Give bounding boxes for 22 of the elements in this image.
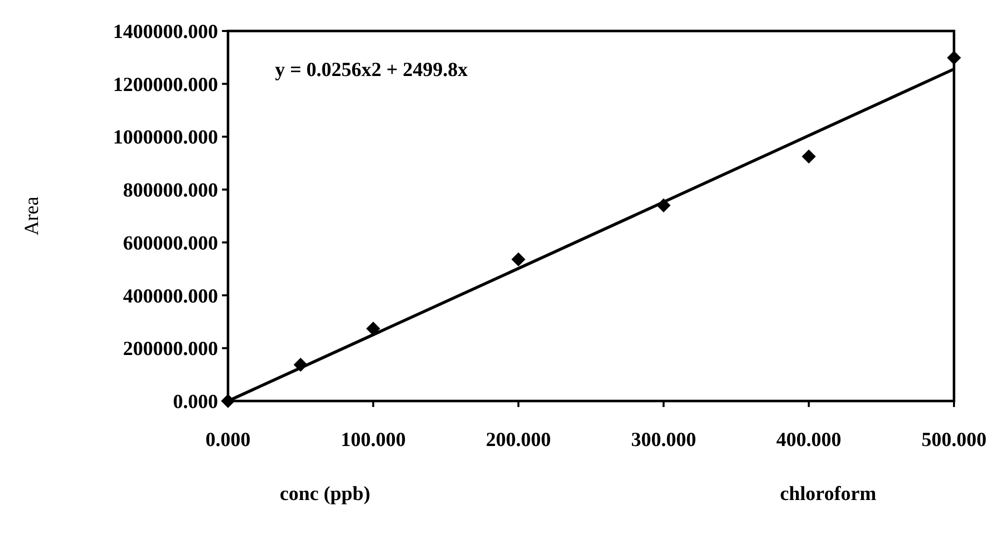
y-tick-label: 200000.000	[123, 338, 218, 360]
y-axis-title: Area	[21, 196, 43, 236]
annotation: y = 0.0256x2 + 2499.8x	[275, 59, 468, 81]
x-tick-label: 0.000	[206, 429, 250, 451]
y-tick-label: 400000.000	[123, 285, 218, 308]
y-tick-label: 1200000.000	[113, 74, 218, 96]
point	[802, 150, 816, 164]
x-tick-label: 400.000	[776, 429, 842, 451]
y-tick-label: 800000.000	[123, 180, 218, 202]
x-tick-label: 500.000	[922, 429, 986, 451]
y-tick-label: 1000000.000	[113, 126, 218, 149]
y-tick-label: 1400000.000	[113, 21, 218, 43]
x-axis-title: conc (ppb)	[280, 483, 370, 505]
point	[366, 322, 380, 336]
y-tick-label: 0.000	[173, 391, 218, 413]
point	[947, 50, 961, 65]
x-tick-label: 100.000	[340, 429, 406, 451]
x-tick-label: 300.000	[631, 429, 696, 451]
text: chloroform	[780, 483, 877, 505]
x-tick-label: 200.000	[486, 429, 551, 451]
y-tick-label: 600000.000	[123, 232, 218, 254]
point	[511, 252, 526, 266]
